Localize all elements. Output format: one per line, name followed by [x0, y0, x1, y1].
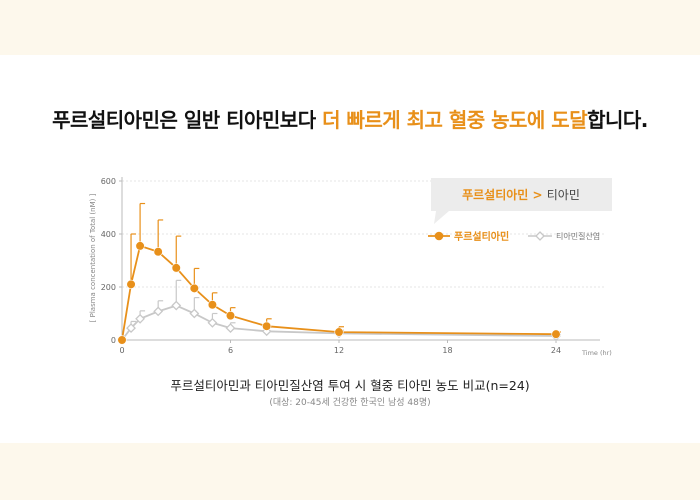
x-tick-label: 0 [119, 346, 124, 355]
series-line [121, 244, 557, 341]
data-point [207, 317, 218, 328]
legend-label: 티아민질산염 [556, 231, 600, 241]
data-point [153, 306, 164, 317]
data-point [207, 300, 218, 310]
x-tick-label: 12 [334, 346, 344, 355]
data-point [551, 329, 561, 339]
data-point [126, 323, 136, 333]
data-point [225, 311, 236, 321]
legend-label: 푸르설티아민 [454, 230, 509, 243]
x-tick-label: 24 [551, 346, 561, 355]
x-axis-label: Time (hr) [581, 349, 612, 357]
data-point [126, 279, 136, 289]
callout-loser: 티아민 [547, 188, 580, 202]
callout-text: 푸르설티아민 > 티아민 [462, 187, 580, 202]
headline-part2: 합니다. [587, 108, 648, 132]
data-point [117, 335, 127, 345]
y-tick-label: 600 [101, 177, 116, 186]
x-tick-label: 6 [228, 346, 233, 355]
callout-box [431, 178, 612, 224]
data-point [171, 263, 181, 273]
y-tick-label: 200 [101, 283, 116, 292]
data-point [225, 323, 236, 333]
legend-marker [535, 231, 545, 241]
y-axis-label: [ Plasma concentation of Total (nM) ] [89, 193, 97, 322]
data-point [262, 321, 272, 331]
x-tick-label: 18 [442, 346, 452, 355]
data-point [153, 247, 163, 257]
data-point [135, 313, 146, 324]
y-tick-label: 0 [111, 336, 116, 345]
chart-subcaption: (대상: 20-45세 건강한 한국인 남성 48명) [269, 398, 431, 408]
data-point [135, 241, 145, 251]
headline-highlight: 더 빠르게 최고 혈중 농도에 도달 [322, 108, 588, 132]
callout-winner: 푸르설티아민 [462, 187, 528, 202]
data-point [171, 300, 182, 311]
legend-marker [434, 231, 444, 241]
page-headline: 푸르설티아민은 일반 티아민보다 더 빠르게 최고 혈중 농도에 도달합니다. [0, 104, 700, 133]
headline-part1: 푸르설티아민은 일반 티아민보다 [52, 108, 323, 132]
data-point [334, 327, 344, 337]
y-tick-label: 400 [101, 230, 116, 239]
callout-symbol: > [528, 188, 546, 202]
data-point [189, 308, 200, 319]
chart-caption: 푸르설티아민과 티아민질산염 투여 시 혈중 티아민 농도 비교(n=24) [170, 378, 530, 393]
bottom-band [0, 443, 700, 500]
top-band [0, 0, 700, 55]
data-point [189, 283, 199, 293]
